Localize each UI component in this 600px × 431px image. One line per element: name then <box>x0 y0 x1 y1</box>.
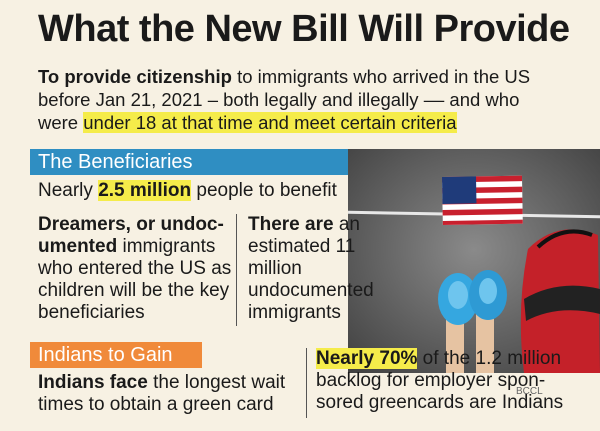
photo-credit: BCCL <box>516 386 543 397</box>
page-title: What the New Bill Will Provide <box>38 8 570 51</box>
intro-highlight: under 18 at that time and meet certain c… <box>83 112 456 133</box>
beneficiaries-header: The Beneficiaries <box>30 149 348 175</box>
dreamers-text: Dreamers, or undoc-umented immigrants wh… <box>38 214 238 324</box>
intro-line-1: To provide citizenship to immigrants who… <box>38 66 530 88</box>
intro-line-3-text: were <box>38 112 83 133</box>
column-divider <box>236 214 237 326</box>
estimate-bold: There are <box>248 214 334 235</box>
estimate-text: There are an estimated 11 million undocu… <box>248 214 388 324</box>
intro-line-3: were under 18 at that time and meet cert… <box>38 112 457 134</box>
indians-bold: Indians face <box>38 372 148 393</box>
intro-line-2: before Jan 21, 2021 – both legally and i… <box>38 89 519 111</box>
column-divider <box>306 348 307 418</box>
beneficiaries-count: Nearly 2.5 million people to benefit <box>38 180 337 202</box>
intro-bold: To provide citizenship <box>38 66 232 87</box>
benefit-post: people to benefit <box>191 180 337 201</box>
indians-text: Indians face the longest wait times to o… <box>38 372 298 416</box>
indians-header: Indians to Gain <box>30 342 202 368</box>
benefit-number: 2.5 million <box>98 180 191 201</box>
benefit-pre: Nearly <box>38 180 98 201</box>
backlog-bold: Nearly 70% <box>316 348 417 369</box>
intro-line-1-text: to immigrants who arrived in the US <box>232 66 530 87</box>
backlog-text: Nearly 70% of the 1.2 million backlog fo… <box>316 348 586 414</box>
